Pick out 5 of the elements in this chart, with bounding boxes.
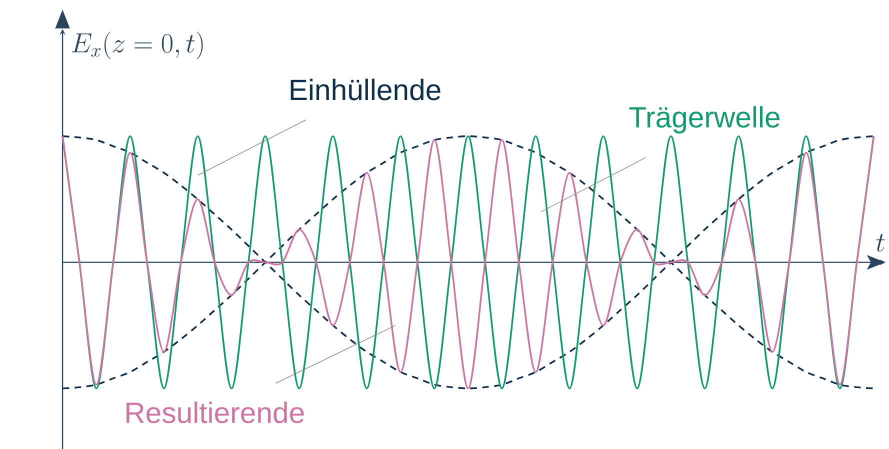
text: Einhüllende bbox=[290, 78, 440, 100]
text: $E_x(z=0,t)$ bbox=[72, 32, 203, 60]
series-label: Trägerwelle bbox=[629, 106, 780, 134]
x-axis-title: $t$ bbox=[876, 234, 885, 252]
series-label: Resultierende bbox=[126, 402, 304, 424]
